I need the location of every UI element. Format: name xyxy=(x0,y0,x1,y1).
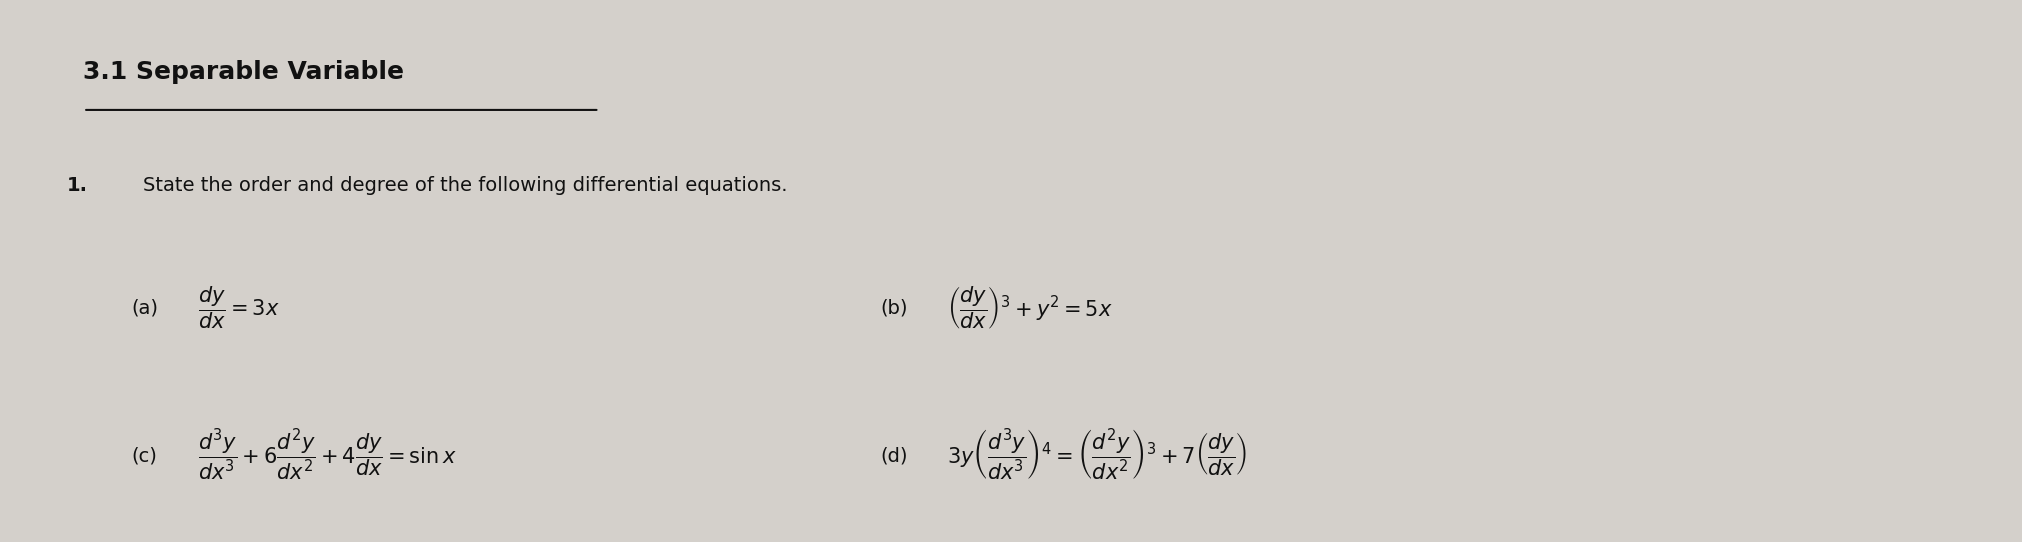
Text: $\dfrac{dy}{dx} = 3x$: $\dfrac{dy}{dx} = 3x$ xyxy=(198,285,279,331)
Text: $3y\left(\dfrac{d^{3}y}{dx^{3}}\right)^{4} = \left(\dfrac{d^{2}y}{dx^{2}}\right): $3y\left(\dfrac{d^{3}y}{dx^{3}}\right)^{… xyxy=(946,428,1248,483)
Text: (a): (a) xyxy=(131,299,158,318)
Text: (b): (b) xyxy=(880,299,908,318)
Text: $\dfrac{d^{3}y}{dx^{3}} + 6\dfrac{d^{2}y}{dx^{2}} + 4\dfrac{dy}{dx} = \sin x$: $\dfrac{d^{3}y}{dx^{3}} + 6\dfrac{d^{2}y… xyxy=(198,428,457,483)
Text: (c): (c) xyxy=(131,447,158,466)
Text: 3.1 Separable Variable: 3.1 Separable Variable xyxy=(83,60,404,84)
Text: 1.: 1. xyxy=(67,176,89,195)
Text: State the order and degree of the following differential equations.: State the order and degree of the follow… xyxy=(144,176,789,195)
Text: $\left(\dfrac{dy}{dx}\right)^{3} + y^{2} = 5x$: $\left(\dfrac{dy}{dx}\right)^{3} + y^{2}… xyxy=(946,285,1112,332)
Text: (d): (d) xyxy=(880,447,908,466)
